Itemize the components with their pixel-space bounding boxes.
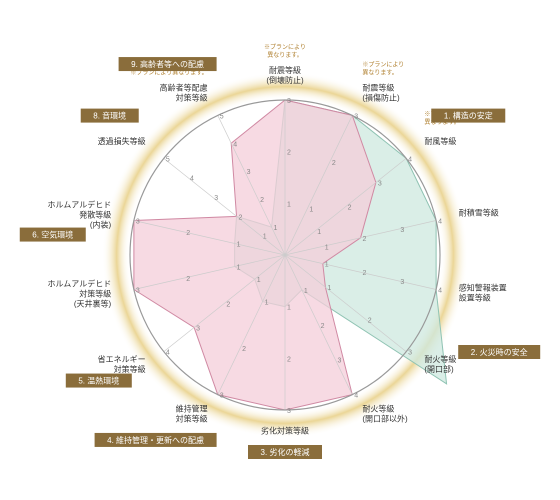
- svg-text:3: 3: [287, 408, 291, 415]
- axis-note: ※プランにより: [362, 61, 404, 68]
- svg-text:1: 1: [263, 234, 267, 241]
- svg-text:5: 5: [166, 156, 170, 163]
- section-label: 6. 空気環境: [32, 230, 73, 240]
- axis-label: 高齢者等配慮: [160, 82, 208, 92]
- section-label: 2. 火災時の安全: [471, 347, 528, 357]
- axis-label: 発散等級: [79, 209, 111, 219]
- svg-text:2: 2: [186, 276, 190, 283]
- axis-label: 耐震等級: [362, 82, 394, 92]
- svg-text:3: 3: [400, 279, 404, 286]
- svg-text:2: 2: [239, 214, 243, 221]
- axis-label: 耐火等級: [424, 354, 456, 364]
- svg-text:3: 3: [400, 227, 404, 234]
- axis-label: 耐風等級: [424, 136, 456, 146]
- svg-text:2: 2: [287, 356, 291, 363]
- svg-text:4: 4: [190, 176, 194, 183]
- svg-text:2: 2: [242, 346, 246, 353]
- svg-text:3: 3: [220, 393, 224, 400]
- axis-label: 劣化対策等級: [261, 425, 309, 435]
- svg-text:3: 3: [354, 113, 358, 120]
- svg-text:2: 2: [332, 160, 336, 167]
- radar-chart: 1 2 3 1 2 3 1 2 3 4 1 2 3 4 1 2 3 4 1 2 3 1 2 3 4 1 2 3 1 2 3 1 2 3 4 1 2 3 1 2…: [0, 0, 560, 500]
- svg-text:3: 3: [408, 350, 412, 357]
- axis-label: 耐積雪等級: [459, 207, 499, 217]
- axis-label: 対策等級: [176, 414, 208, 424]
- axis-label: (損傷防止): [362, 92, 400, 102]
- svg-text:2: 2: [363, 270, 367, 277]
- svg-text:1: 1: [287, 305, 291, 312]
- svg-text:1: 1: [237, 264, 241, 271]
- axis-label: 耐火等級: [362, 404, 394, 414]
- axis-label: 透過損失等級: [98, 136, 146, 146]
- svg-text:1: 1: [265, 300, 269, 307]
- svg-text:4: 4: [233, 141, 237, 148]
- svg-text:4: 4: [438, 219, 442, 226]
- axis-label: 対策等級: [114, 364, 146, 374]
- section-label: 5. 温熱環境: [78, 376, 119, 386]
- svg-text:4: 4: [408, 156, 412, 163]
- axis-label: 耐震等級: [269, 65, 301, 75]
- svg-text:1: 1: [317, 229, 321, 236]
- axis-note: ※プランにより: [264, 44, 306, 51]
- axis-note: 異なります。: [267, 52, 302, 59]
- axis-label: ホルムアルデヒド: [47, 279, 111, 289]
- axis-label: (天井裏等): [74, 299, 112, 309]
- svg-text:2: 2: [363, 236, 367, 243]
- axis-label: (開口部): [424, 364, 454, 374]
- axis-label: 維持管理: [176, 404, 208, 414]
- svg-text:1: 1: [327, 285, 331, 292]
- axis-label: 感知警報装置: [459, 283, 507, 293]
- svg-text:3: 3: [337, 358, 341, 365]
- svg-text:3: 3: [214, 195, 218, 202]
- section-label: 3. 劣化の軽減: [261, 447, 310, 457]
- svg-text:3: 3: [247, 169, 251, 176]
- svg-text:1: 1: [309, 206, 313, 213]
- section-label: 9. 高齢者等への配慮: [131, 59, 204, 69]
- svg-text:3: 3: [136, 287, 140, 294]
- axis-label: 設置等級: [459, 293, 491, 303]
- svg-text:5: 5: [220, 113, 224, 120]
- axis-label: (倒壊防止): [266, 75, 304, 85]
- svg-text:2: 2: [321, 323, 325, 330]
- svg-text:1: 1: [237, 242, 241, 249]
- svg-text:2: 2: [260, 197, 264, 204]
- svg-text:4: 4: [438, 287, 442, 294]
- axis-note: 異なります。: [362, 69, 397, 76]
- svg-text:3: 3: [136, 219, 140, 226]
- svg-text:4: 4: [166, 350, 170, 357]
- svg-text:3: 3: [287, 98, 291, 105]
- svg-text:2: 2: [287, 150, 291, 157]
- svg-text:1: 1: [325, 262, 329, 269]
- svg-text:4: 4: [354, 393, 358, 400]
- axis-label: 対策等級: [79, 289, 111, 299]
- axis-label: 対策等級: [176, 92, 208, 102]
- svg-text:2: 2: [226, 301, 230, 308]
- svg-text:1: 1: [304, 288, 308, 295]
- svg-text:1: 1: [257, 277, 261, 284]
- axis-label: 省エネルギー: [98, 354, 146, 364]
- svg-text:1: 1: [325, 244, 329, 251]
- svg-text:1: 1: [287, 201, 291, 208]
- axis-label: (内装): [90, 219, 112, 229]
- axis-label: ホルムアルデヒド: [47, 199, 111, 209]
- svg-text:2: 2: [348, 205, 352, 212]
- section-label: 1. 構造の安定: [444, 111, 493, 121]
- axis-label: (開口部以外): [362, 414, 408, 424]
- svg-text:1: 1: [274, 225, 278, 232]
- section-label: 8. 音環境: [93, 111, 126, 121]
- svg-text:3: 3: [196, 325, 200, 332]
- svg-text:2: 2: [186, 230, 190, 237]
- svg-text:3: 3: [378, 181, 382, 188]
- section-label: 4. 維持管理・更新への配慮: [107, 435, 204, 445]
- svg-text:2: 2: [368, 317, 372, 324]
